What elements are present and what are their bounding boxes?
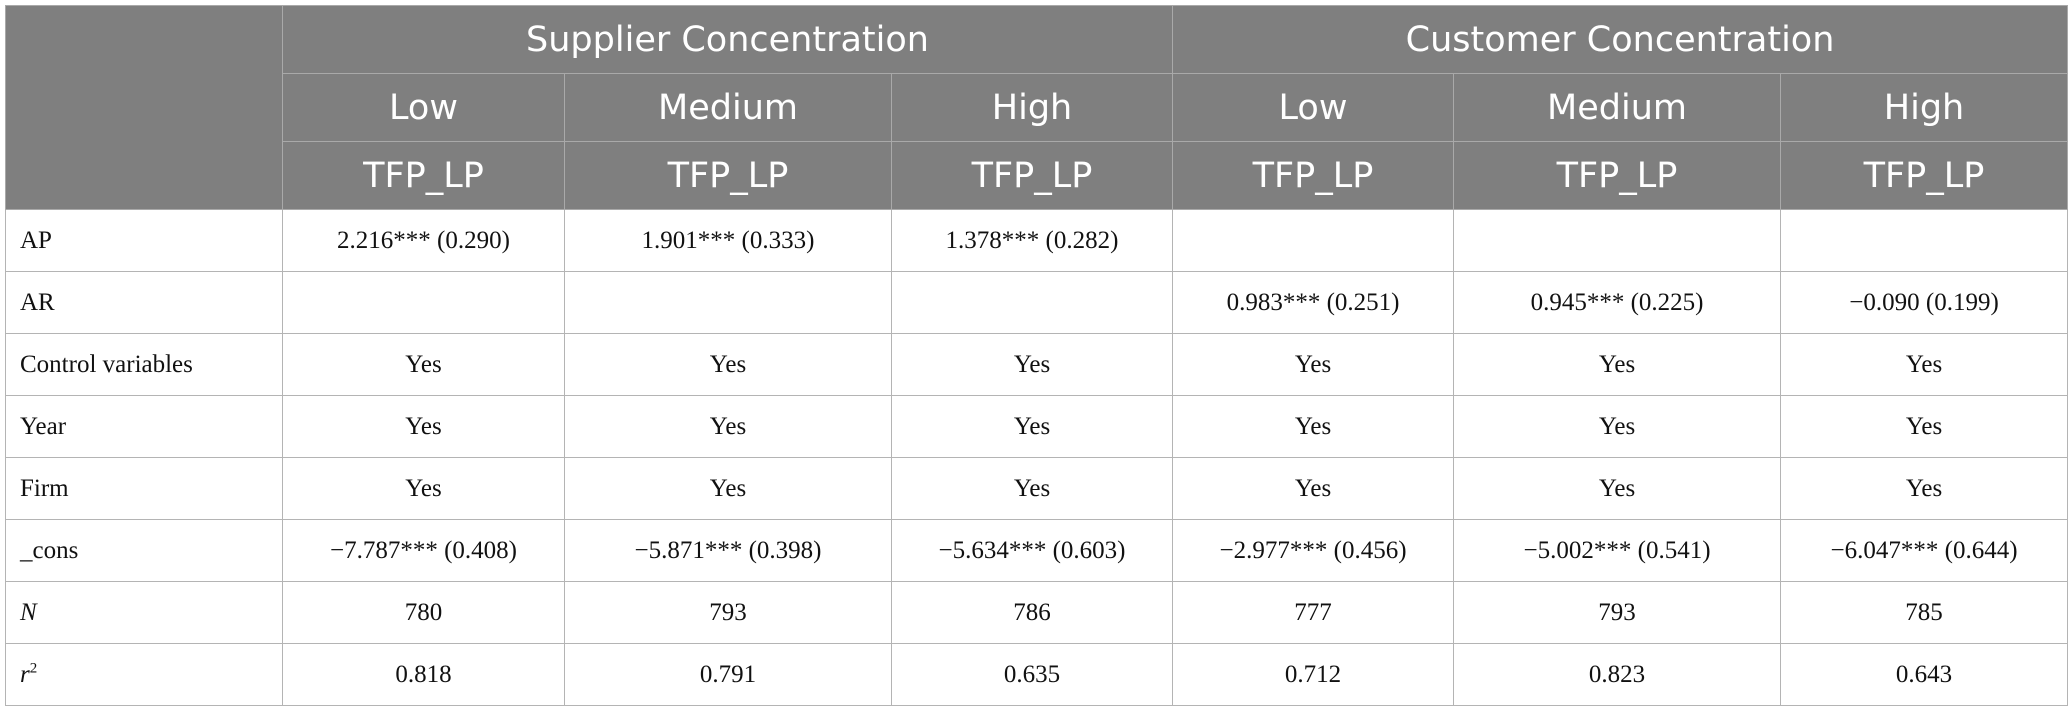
table-cell: 0.823 — [1453, 643, 1782, 706]
table-row-cons: _cons −7.787*** (0.408) −5.871*** (0.398… — [5, 519, 2068, 582]
header-level: High — [890, 73, 1174, 142]
table-cell: 793 — [1453, 581, 1782, 644]
table-row-ap: AP 2.216*** (0.290) 1.901*** (0.333) 1.3… — [5, 209, 2068, 272]
table-cell: −0.090 (0.199) — [1780, 271, 2068, 334]
table-cell: 0.635 — [890, 643, 1174, 706]
regression-table: Supplier Concentration Customer Concentr… — [5, 5, 2068, 706]
header-dependent-var: TFP_LP — [1453, 141, 1782, 210]
header-row-dependent: TFP_LP TFP_LP TFP_LP TFP_LP TFP_LP TFP_L… — [6, 141, 2068, 210]
table-cell: 0.643 — [1780, 643, 2068, 706]
table-cell: 0.983*** (0.251) — [1172, 271, 1455, 334]
table-cell — [1780, 209, 2068, 272]
table-row-firm: Firm Yes Yes Yes Yes Yes Yes — [5, 457, 2068, 520]
table-cell: 1.378*** (0.282) — [890, 209, 1174, 272]
header-dependent-var: TFP_LP — [282, 141, 565, 210]
row-label: Firm — [5, 457, 283, 520]
table-cell: −5.871*** (0.398) — [564, 519, 892, 582]
header-dependent-var: TFP_LP — [564, 141, 892, 210]
table-cell: Yes — [564, 333, 892, 396]
table-cell: Yes — [282, 395, 565, 458]
header-group-customer: Customer Concentration — [1172, 5, 2068, 74]
table-cell — [1172, 209, 1455, 272]
table-cell: 0.712 — [1172, 643, 1455, 706]
table-cell: 777 — [1172, 581, 1455, 644]
table-cell: Yes — [564, 457, 892, 520]
table-cell — [282, 271, 565, 334]
row-label: AP — [5, 209, 283, 272]
header-dependent-var: TFP_LP — [890, 141, 1174, 210]
header-dependent-var: TFP_LP — [1172, 141, 1455, 210]
header-group-supplier: Supplier Concentration — [281, 5, 1174, 74]
table-cell: 1.901*** (0.333) — [564, 209, 892, 272]
table-cell: 0.945*** (0.225) — [1453, 271, 1782, 334]
table-cell: −2.977*** (0.456) — [1172, 519, 1455, 582]
table-cell: 2.216*** (0.290) — [282, 209, 565, 272]
row-label: N — [5, 581, 283, 644]
table-cell: Yes — [1780, 333, 2068, 396]
table-cell — [564, 271, 892, 334]
table-cell: Yes — [1172, 457, 1455, 520]
table-cell: Yes — [1453, 457, 1782, 520]
table-cell: −6.047*** (0.644) — [1780, 519, 2068, 582]
header-row-groups: Supplier Concentration Customer Concentr… — [5, 5, 2068, 210]
row-label: Control variables — [5, 333, 283, 396]
header-level: Medium — [564, 73, 892, 142]
table-cell: Yes — [1453, 395, 1782, 458]
table-cell: 780 — [282, 581, 565, 644]
header-corner — [5, 5, 283, 210]
table-cell: Yes — [890, 457, 1174, 520]
table-cell: Yes — [1172, 333, 1455, 396]
header-level: High — [1780, 73, 2068, 142]
table-cell: −7.787*** (0.408) — [282, 519, 565, 582]
regression-table-container: Supplier Concentration Customer Concentr… — [5, 5, 2068, 706]
table-cell: Yes — [564, 395, 892, 458]
table-cell: 0.818 — [282, 643, 565, 706]
table-cell — [1453, 209, 1782, 272]
table-cell — [890, 271, 1174, 334]
table-cell: −5.002*** (0.541) — [1453, 519, 1782, 582]
table-row-year: Year Yes Yes Yes Yes Yes Yes — [5, 395, 2068, 458]
table-cell: Yes — [1780, 395, 2068, 458]
table-cell: Yes — [1780, 457, 2068, 520]
table-cell: 0.791 — [564, 643, 892, 706]
header-level: Low — [1172, 73, 1455, 142]
row-label: _cons — [5, 519, 283, 582]
table-cell: Yes — [282, 457, 565, 520]
table-cell: Yes — [282, 333, 565, 396]
table-cell: Yes — [1172, 395, 1455, 458]
table-cell: 786 — [890, 581, 1174, 644]
table-cell: Yes — [890, 333, 1174, 396]
table-cell: −5.634*** (0.603) — [890, 519, 1174, 582]
header-row-levels: Low Medium High Low Medium High — [6, 73, 2068, 142]
header-level: Low — [282, 73, 565, 142]
table-cell: Yes — [890, 395, 1174, 458]
table-row-r-squared: r2 0.818 0.791 0.635 0.712 0.823 0.643 — [5, 643, 2068, 706]
row-label: AR — [5, 271, 283, 334]
header-dependent-var: TFP_LP — [1780, 141, 2068, 210]
row-label: r2 — [5, 643, 283, 706]
table-cell: 785 — [1780, 581, 2068, 644]
header-level: Medium — [1453, 73, 1782, 142]
row-label: Year — [5, 395, 283, 458]
table-row-control-variables: Control variables Yes Yes Yes Yes Yes Ye… — [5, 333, 2068, 396]
table-cell: Yes — [1453, 333, 1782, 396]
table-row-n: N 780 793 786 777 793 785 — [5, 581, 2068, 644]
table-row-ar: AR 0.983*** (0.251) 0.945*** (0.225) −0.… — [5, 271, 2068, 334]
table-cell: 793 — [564, 581, 892, 644]
row-label-base: r — [20, 660, 30, 688]
row-label-superscript: 2 — [29, 660, 38, 677]
